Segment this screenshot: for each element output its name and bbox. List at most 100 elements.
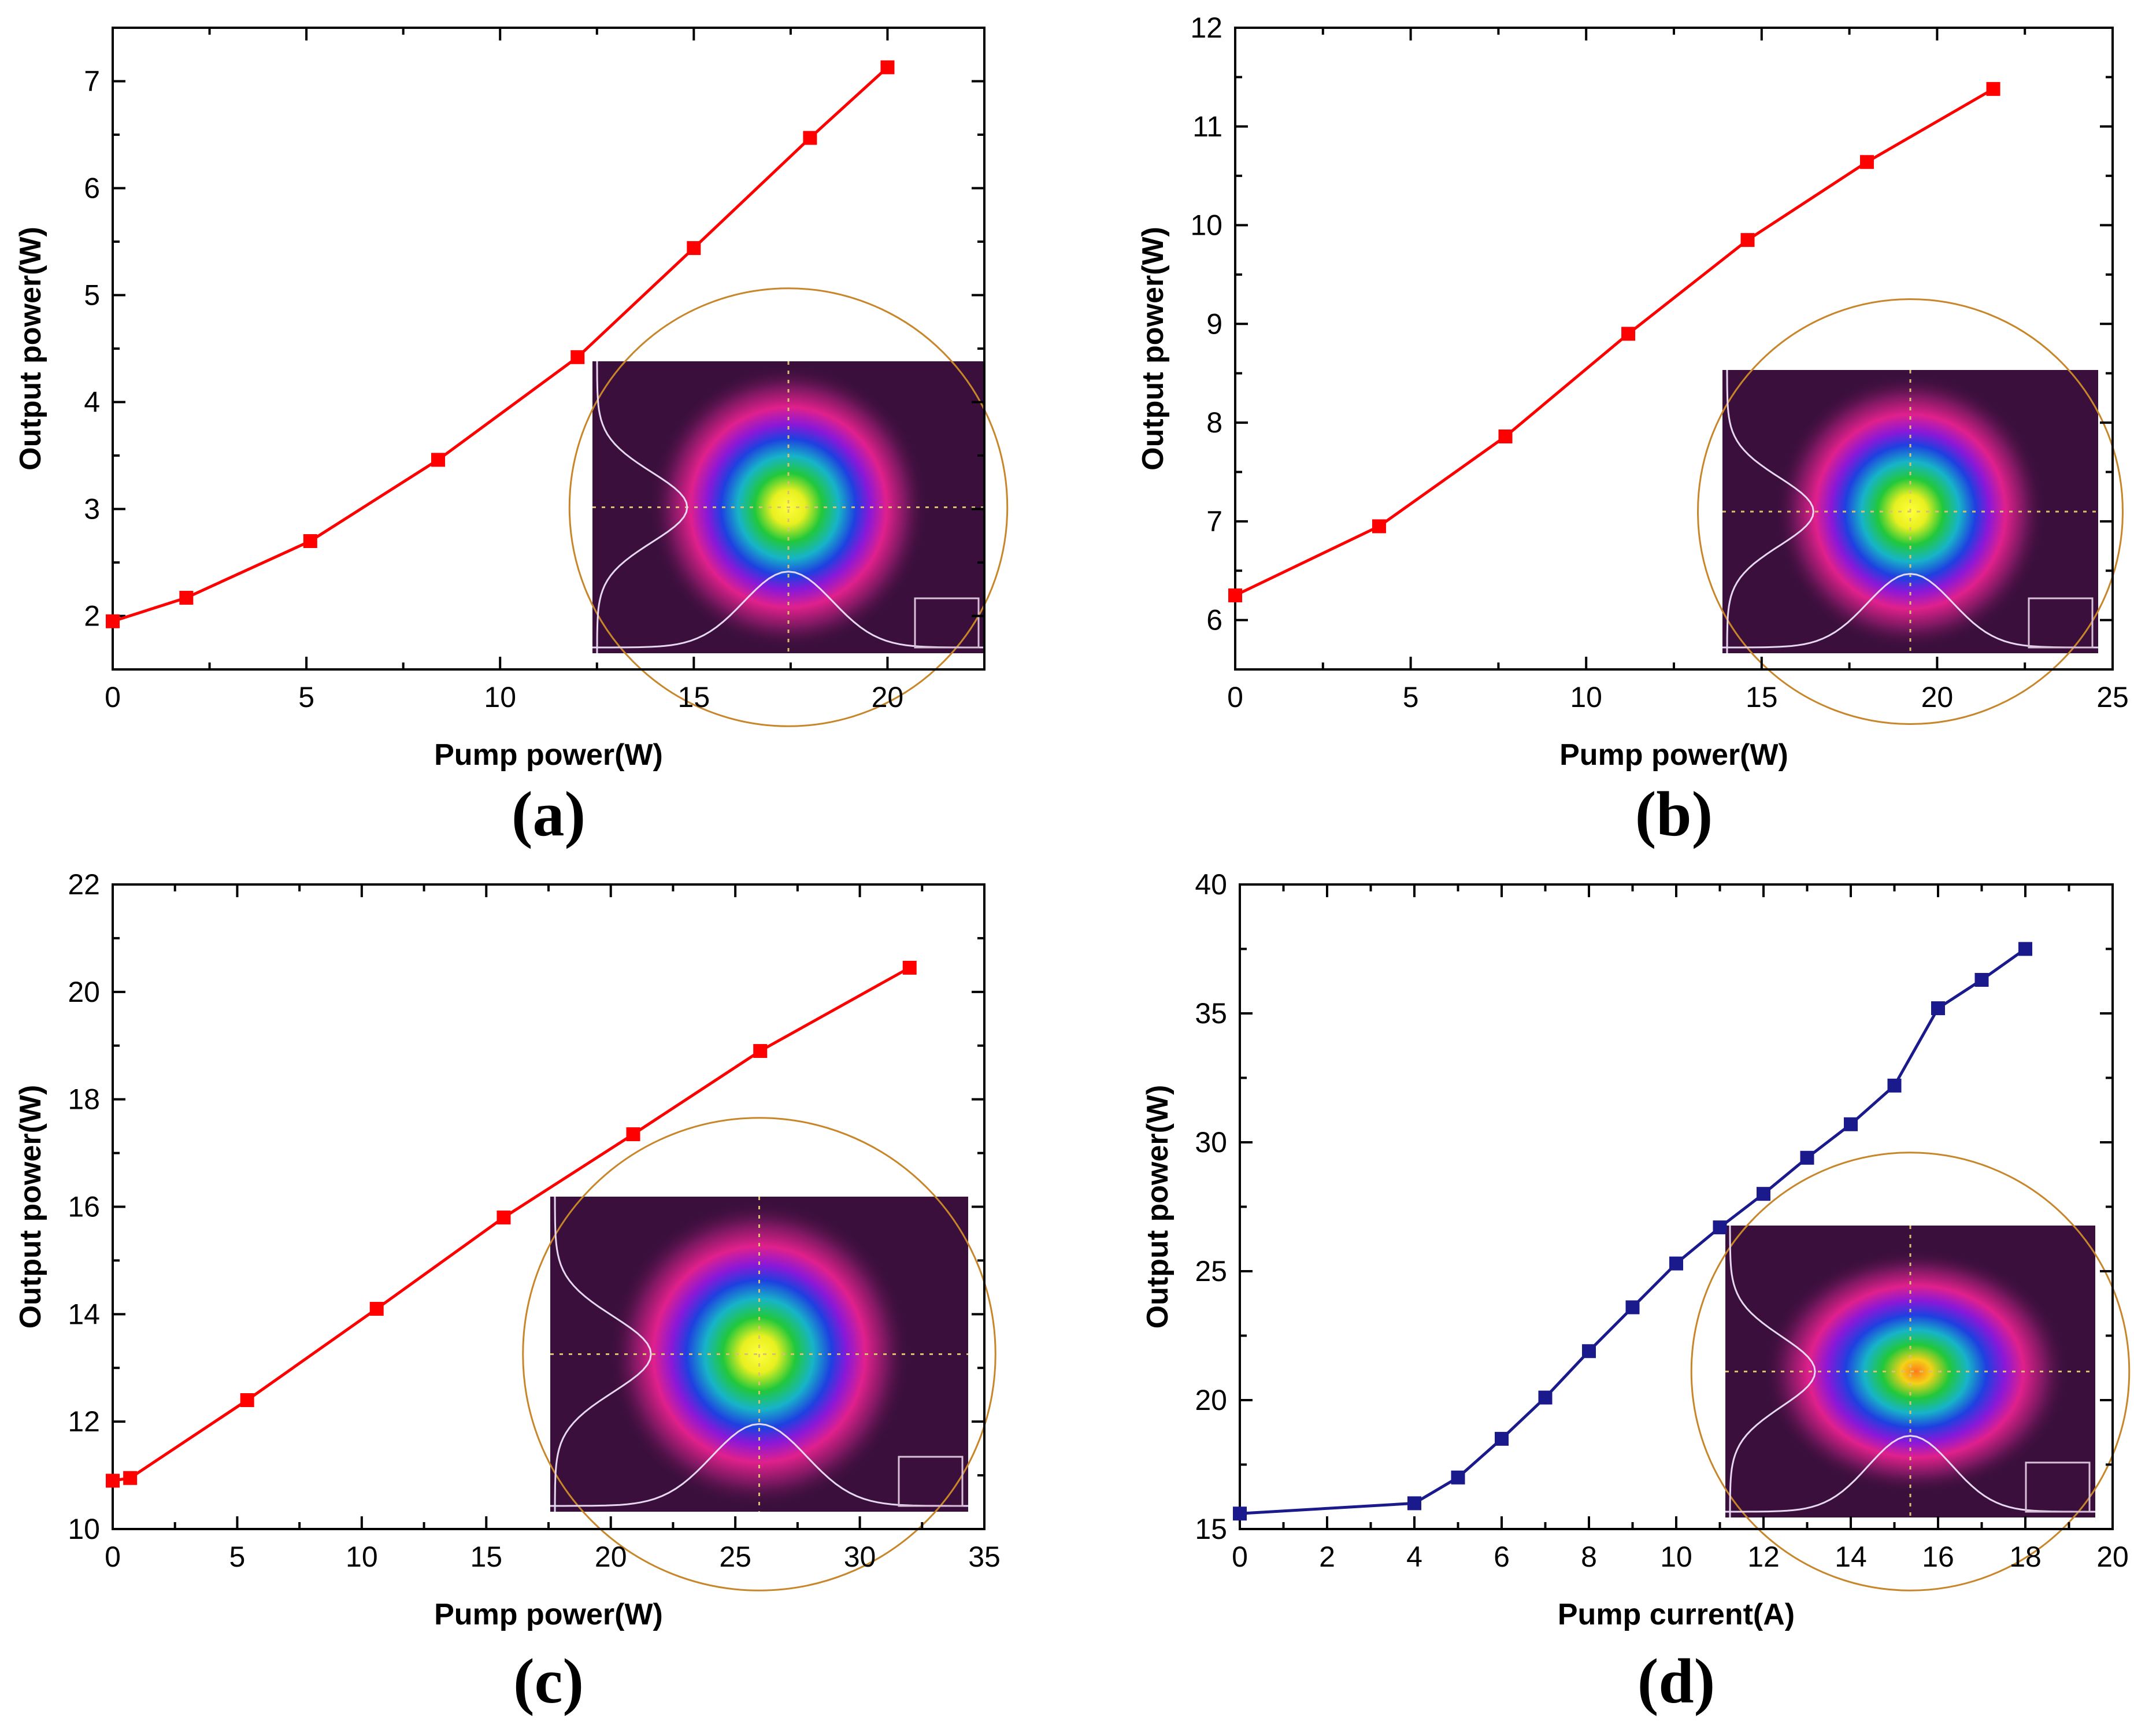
panel-b: 0 5 10 15 20 25 6 7 8 9 10 11 12 Pump power(W) Outpu…	[1136, 12, 2129, 849]
horizontal-profile-curve	[1722, 573, 2098, 649]
y-tick-label: 40	[1195, 868, 1227, 901]
series-line	[112, 66, 889, 623]
x-tick-label: 15	[1746, 681, 1778, 713]
panel-d: 0 2 4 6 8 10 12 14 16 18 20 15 20 25 30 35 40 Pump curre…	[1141, 868, 2131, 1716]
y-tick-label: 16	[68, 1191, 100, 1223]
data-point	[1859, 155, 1874, 169]
data-point	[1625, 1300, 1640, 1315]
y-tick-label: 18	[68, 1083, 100, 1116]
x-tick-label: 10	[1570, 681, 1602, 713]
data-point	[626, 1127, 640, 1142]
data-point	[123, 1471, 138, 1485]
data-point	[1757, 1187, 1770, 1201]
data-point	[179, 591, 194, 605]
panel-label: (c)	[513, 1646, 584, 1716]
x-tick-label: 14	[1835, 1541, 1867, 1573]
x-tick-label: 0	[105, 681, 121, 713]
panel-a: 0 5 10 15 20 2 3 4 5 6 7 Pump power(W) Output powe…	[14, 27, 1009, 849]
x-axis-title: Pump power(W)	[434, 1598, 663, 1631]
aperture-ring	[522, 1117, 996, 1591]
beam-profile-inset	[568, 287, 1009, 727]
panel-label: (b)	[1635, 779, 1713, 849]
x-tick-label: 8	[1581, 1541, 1597, 1573]
y-axis-title: Output power(W)	[1141, 1085, 1175, 1329]
data-point	[497, 1211, 511, 1225]
y-tick-label: 10	[68, 1513, 100, 1545]
x-tick-label: 2	[1319, 1541, 1335, 1573]
data-point	[369, 1302, 384, 1316]
data-point	[902, 961, 917, 975]
panel-c: 0 5 10 15 20 25 30 35 10 12 14 16 18 20 22 Pump power(…	[14, 868, 1001, 1716]
data-point	[1621, 327, 1636, 341]
vertical-profile-curve	[596, 361, 688, 653]
data-point	[1407, 1496, 1421, 1511]
data-point	[687, 241, 701, 256]
panel-label: (a)	[512, 779, 586, 849]
y-tick-label: 6	[84, 172, 100, 205]
data-point	[431, 453, 445, 467]
horizontal-profile-curve	[1725, 1435, 2095, 1513]
y-tick-label: 15	[1195, 1513, 1227, 1545]
data-point	[106, 614, 120, 628]
y-axis-title: Output power(W)	[14, 1085, 47, 1329]
y-tick-label: 2	[84, 600, 100, 632]
x-tick-label: 20	[595, 1541, 627, 1573]
y-axis-title: Output power(W)	[14, 227, 47, 471]
beam-profile-inset	[1697, 298, 2124, 725]
x-tick-label: 30	[844, 1541, 876, 1573]
y-tick-label: 5	[84, 279, 100, 312]
x-axis-title: Pump power(W)	[1559, 738, 1788, 772]
horizontal-profile-curve	[592, 571, 984, 649]
x-axis-title: Pump current(A)	[1558, 1598, 1795, 1631]
aperture-ring	[568, 287, 1009, 727]
y-tick-label: 12	[1190, 12, 1222, 44]
data-point	[880, 60, 895, 75]
data-point	[1233, 1506, 1247, 1521]
series-line	[1239, 947, 2026, 1515]
data-point	[1740, 233, 1755, 247]
data-point	[106, 1474, 120, 1488]
vertical-profile-curve	[554, 1196, 652, 1512]
data-point	[1538, 1390, 1553, 1405]
x-tick-label: 6	[1494, 1541, 1510, 1573]
data-point	[1974, 973, 1989, 987]
data-point	[1887, 1078, 1902, 1093]
beam-spot	[1762, 1249, 2070, 1494]
x-tick-label: 10	[346, 1541, 378, 1573]
data-point	[240, 1393, 254, 1407]
y-tick-label: 8	[1206, 406, 1222, 439]
y-tick-label: 4	[84, 386, 100, 419]
y-tick-label: 20	[68, 976, 100, 1008]
data-point	[1713, 1220, 1727, 1235]
data-point	[1451, 1470, 1465, 1485]
aperture-ring	[1697, 298, 2124, 725]
data-point	[1582, 1344, 1596, 1359]
x-tick-label: 0	[1227, 681, 1243, 713]
y-tick-label: 11	[1192, 110, 1222, 143]
x-tick-label: 10	[1660, 1541, 1692, 1573]
y-tick-label: 6	[1206, 604, 1222, 636]
y-tick-label: 25	[1195, 1255, 1227, 1287]
x-tick-label: 20	[1921, 681, 1954, 713]
y-tick-label: 35	[1195, 997, 1227, 1030]
y-tick-label: 7	[84, 65, 100, 98]
y-tick-label: 22	[68, 868, 100, 901]
y-tick-label: 30	[1195, 1126, 1227, 1158]
x-tick-label: 18	[2009, 1541, 2042, 1573]
x-tick-label: 5	[1403, 681, 1419, 713]
beam-profile-inset	[522, 1117, 996, 1591]
data-point	[803, 131, 817, 145]
data-point	[303, 534, 317, 548]
y-tick-label: 7	[1206, 505, 1222, 538]
y-tick-label: 14	[68, 1298, 100, 1330]
panel-label: (d)	[1637, 1646, 1715, 1716]
x-tick-label: 20	[2096, 1541, 2129, 1573]
x-tick-label: 4	[1406, 1541, 1422, 1573]
data-point	[1228, 588, 1242, 602]
y-tick-label: 12	[68, 1405, 100, 1438]
aperture-ring	[1690, 1152, 2131, 1591]
x-tick-label: 15	[470, 1541, 502, 1573]
reference-box	[898, 1456, 964, 1507]
y-tick-label: 10	[1190, 209, 1222, 242]
